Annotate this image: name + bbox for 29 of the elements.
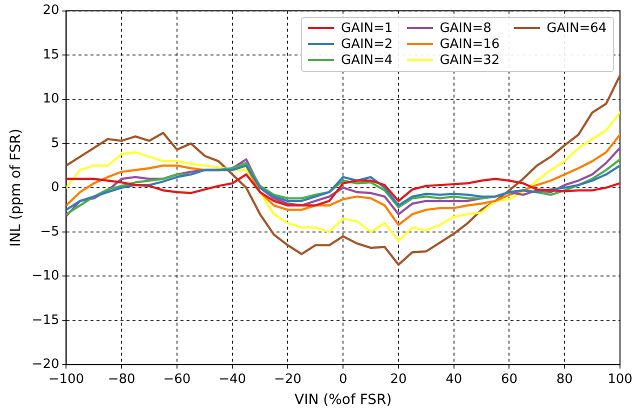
y-tick-label: 15 [42,47,60,62]
legend-label: GAIN=1 [341,20,393,36]
y-tick-label: 20 [42,3,60,18]
legend-label: GAIN=8 [440,20,492,36]
x-tick-label: −80 [108,372,136,387]
y-tick-label: 10 [42,92,60,107]
legend-label: GAIN=32 [440,52,500,68]
x-tick-label: 80 [556,372,573,387]
x-tick-label: 40 [446,372,462,387]
y-tick-label: −15 [32,312,60,328]
y-tick-label: −5 [40,224,60,240]
x-axis-title: VIN (%of FSR) [294,392,392,408]
y-tick-label: 5 [50,136,60,151]
x-tick-label: 20 [390,372,407,387]
y-tick-label: −10 [32,268,60,284]
y-tick-label: 0 [50,180,60,196]
legend-label: GAIN=16 [440,36,500,52]
y-tick-label: −20 [32,356,60,372]
legend-label: GAIN=2 [341,36,393,52]
x-tick-label: 60 [500,372,518,387]
x-tick-label: −20 [274,372,302,387]
legend-label: GAIN=64 [546,20,607,36]
x-tick-label: −60 [163,372,191,387]
legend-label: GAIN=4 [341,52,393,68]
x-tick-label: −40 [218,372,246,387]
x-tick-label: −100 [48,372,84,387]
x-tick-label: 100 [608,372,632,387]
x-tick-label: 0 [338,372,348,387]
y-axis-title: INL (ppm of FSR) [8,128,24,247]
